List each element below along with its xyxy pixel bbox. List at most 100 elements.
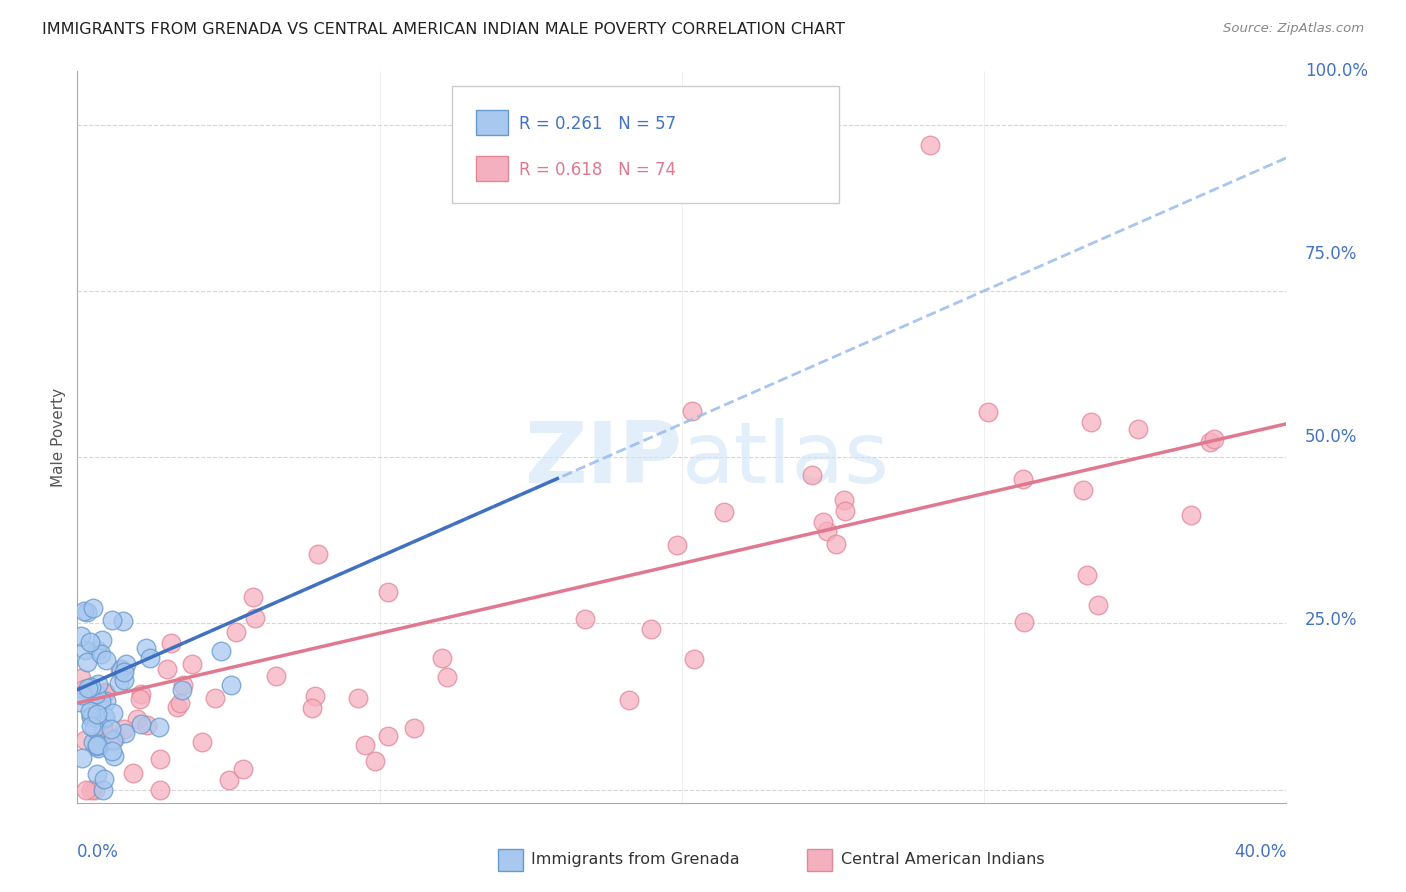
Point: [918, 137, 941, 152]
Point: [121, 766, 143, 780]
Point: [834, 504, 856, 518]
Point: [70, 751, 93, 765]
Point: [377, 729, 399, 743]
Point: [76, 655, 98, 669]
FancyBboxPatch shape: [453, 86, 839, 203]
Point: [91, 719, 114, 733]
Point: [574, 612, 596, 626]
Point: [204, 691, 226, 706]
Point: [82, 601, 104, 615]
Point: [1180, 508, 1202, 522]
Point: [813, 515, 835, 529]
Point: [94, 710, 117, 724]
Point: [1076, 567, 1098, 582]
Text: R = 0.618   N = 74: R = 0.618 N = 74: [519, 161, 676, 179]
Point: [86, 767, 108, 781]
Point: [209, 644, 232, 658]
Text: 100.0%: 100.0%: [1305, 62, 1368, 80]
Point: [264, 669, 287, 683]
Point: [169, 696, 191, 710]
Point: [346, 691, 368, 706]
Point: [73, 732, 96, 747]
Point: [977, 405, 1000, 419]
Text: 75.0%: 75.0%: [1305, 245, 1357, 263]
Point: [824, 537, 846, 551]
Point: [640, 622, 662, 636]
Point: [149, 782, 172, 797]
Point: [86, 739, 108, 754]
Point: [172, 678, 194, 692]
Text: R = 0.261   N = 57: R = 0.261 N = 57: [519, 115, 676, 133]
FancyBboxPatch shape: [477, 155, 508, 181]
Point: [225, 625, 247, 640]
Point: [69, 695, 91, 709]
Point: [94, 711, 117, 725]
Point: [364, 754, 387, 768]
Point: [70, 688, 93, 702]
Point: [1011, 472, 1033, 486]
Point: [156, 663, 179, 677]
Point: [159, 636, 181, 650]
Text: 50.0%: 50.0%: [1305, 428, 1357, 446]
Point: [100, 722, 122, 736]
Point: [377, 585, 399, 599]
Point: [84, 687, 107, 701]
Point: [129, 691, 152, 706]
Point: [1126, 422, 1149, 436]
Point: [619, 692, 641, 706]
Point: [79, 782, 101, 797]
Point: [80, 680, 103, 694]
Point: [149, 752, 172, 766]
FancyBboxPatch shape: [477, 110, 508, 135]
Point: [83, 689, 105, 703]
Point: [683, 652, 706, 666]
Point: [70, 672, 93, 686]
Point: [104, 731, 127, 746]
Point: [100, 613, 122, 627]
Point: [304, 689, 326, 703]
Point: [80, 708, 103, 723]
Point: [1087, 598, 1109, 612]
Point: [129, 717, 152, 731]
Point: [87, 737, 110, 751]
Point: [307, 548, 329, 562]
Point: [90, 647, 112, 661]
Point: [93, 725, 115, 739]
Point: [353, 739, 375, 753]
Text: Immigrants from Grenada: Immigrants from Grenada: [531, 853, 740, 867]
Point: [127, 712, 149, 726]
Point: [112, 665, 135, 680]
Point: [89, 734, 111, 748]
Point: [713, 506, 735, 520]
Point: [93, 772, 115, 786]
Point: [73, 604, 96, 618]
Point: [76, 605, 98, 619]
Point: [801, 467, 824, 482]
Point: [103, 748, 125, 763]
Point: [94, 653, 117, 667]
Point: [834, 492, 856, 507]
Point: [666, 538, 689, 552]
Point: [135, 717, 157, 731]
Point: [402, 721, 425, 735]
Point: [111, 665, 134, 679]
Point: [108, 676, 131, 690]
Point: [112, 673, 135, 688]
Point: [115, 657, 138, 671]
Point: [219, 678, 242, 692]
Text: atlas: atlas: [682, 417, 890, 500]
Point: [82, 735, 104, 749]
Point: [101, 732, 124, 747]
Point: [84, 710, 107, 724]
Point: [245, 611, 267, 625]
Text: Source: ZipAtlas.com: Source: ZipAtlas.com: [1223, 22, 1364, 36]
Point: [148, 720, 170, 734]
Point: [166, 700, 188, 714]
Point: [815, 524, 838, 538]
Point: [86, 706, 108, 721]
Point: [218, 773, 240, 788]
Point: [76, 681, 98, 696]
Text: 40.0%: 40.0%: [1234, 843, 1286, 861]
Point: [436, 670, 458, 684]
Y-axis label: Male Poverty: Male Poverty: [51, 387, 66, 487]
